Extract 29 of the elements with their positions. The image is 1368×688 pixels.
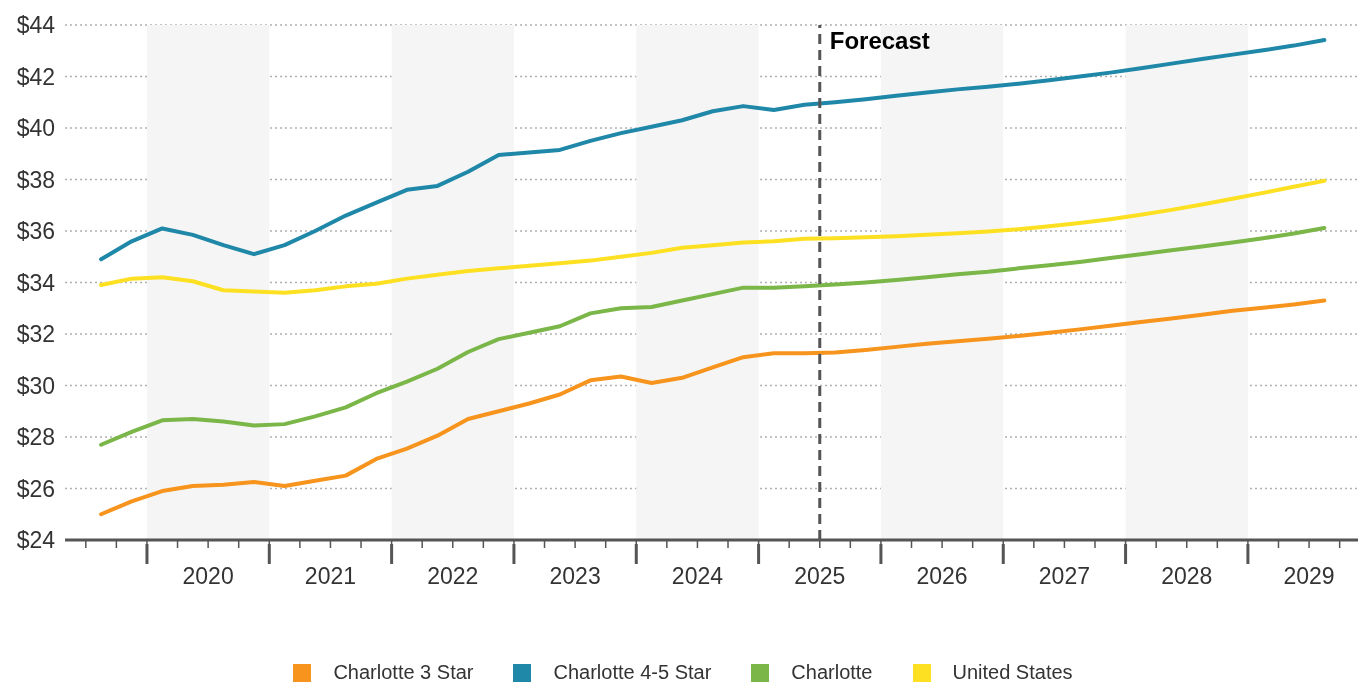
legend-label: Charlotte 3 Star	[332, 661, 474, 684]
y-tick-label: $24	[16, 527, 56, 554]
x-tick-label: 2022	[427, 563, 479, 589]
x-tick-label: 2027	[1038, 563, 1090, 589]
line-series	[99, 298, 1327, 517]
x-tick-label: 2023	[549, 563, 601, 589]
x-tick-label: 2021	[304, 563, 357, 589]
y-tick-label: $34	[16, 269, 56, 296]
y-tick-label: $26	[16, 475, 55, 502]
x-tick-label: 2025	[794, 563, 846, 589]
x-tick-label: 2026	[916, 563, 968, 589]
y-tick-label: $38	[16, 166, 55, 193]
y-tick-label: $40	[16, 115, 55, 142]
y-tick-label: $42	[16, 63, 55, 90]
line-series	[99, 178, 1327, 295]
ref-line-label: Forecast	[829, 27, 930, 54]
legend-label: Charlotte 4-5 Star	[552, 661, 712, 684]
legend-label: United States	[951, 661, 1073, 684]
line-series	[99, 225, 1327, 447]
y-tick-label: $28	[16, 424, 55, 451]
y-tick-label: $30	[16, 372, 55, 399]
x-tick-label: 2020	[182, 563, 234, 589]
y-tick-label: $32	[16, 321, 55, 348]
y-tick-label: $44	[16, 12, 56, 39]
x-tick-label: 2024	[671, 563, 724, 589]
x-tick-label: 2029	[1283, 563, 1335, 589]
x-tick-label: 2028	[1161, 563, 1213, 589]
legend-label: Charlotte	[790, 661, 873, 684]
y-tick-label: $36	[16, 218, 55, 245]
